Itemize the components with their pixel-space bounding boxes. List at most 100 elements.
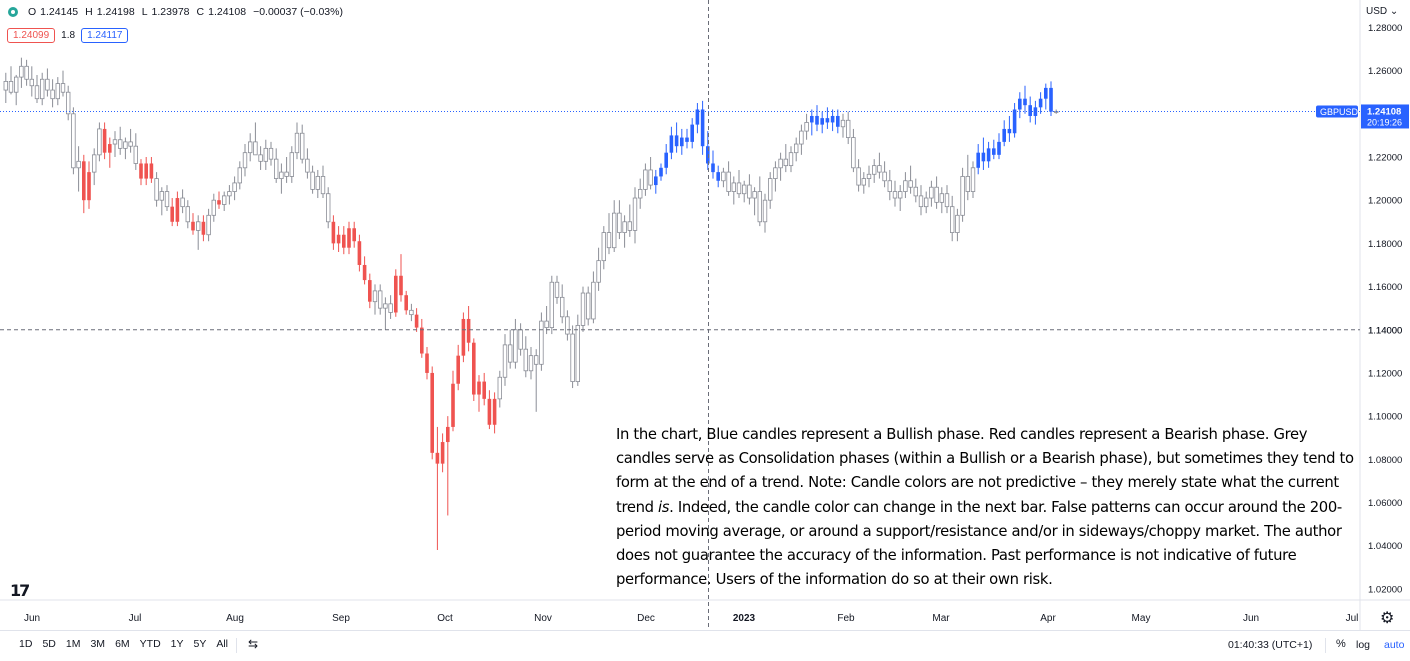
candle-body [830, 115, 835, 123]
candle-body [273, 158, 279, 179]
candle-body [108, 144, 112, 153]
candle-body [8, 81, 14, 93]
note-part1: In the chart, Blue candles represent a B… [616, 426, 1354, 516]
candle-body [851, 137, 856, 169]
gear-icon[interactable]: ⚙ [1380, 610, 1395, 627]
price-chart[interactable]: 1.280001.260001.240001.220001.200001.180… [0, 0, 1410, 630]
x-tick-label: Nov [534, 613, 552, 624]
candle-body [102, 128, 107, 153]
candle-body [430, 372, 434, 453]
currency-selector[interactable]: USD ⌄ [1366, 6, 1398, 17]
range-3m[interactable]: 3M [90, 638, 106, 650]
candle-body [414, 314, 419, 328]
candle-body [1012, 109, 1017, 134]
quote-panel: 1.24099 1.8 1.24117 [7, 28, 129, 43]
range-1d[interactable]: 1D [19, 638, 33, 650]
candle-body [528, 355, 534, 372]
x-tick-label: Feb [837, 613, 855, 624]
candle-body [788, 152, 794, 167]
candle-body [3, 81, 8, 91]
candle-body [711, 163, 715, 173]
y-tick-label: 1.08000 [1368, 455, 1402, 466]
candle-body [139, 163, 143, 179]
candle-body [320, 176, 326, 195]
candle-body [565, 316, 570, 335]
auto-scale-toggle[interactable]: auto [1384, 639, 1405, 651]
y-tick-label: 1.16000 [1368, 282, 1402, 293]
range-1m[interactable]: 1M [65, 638, 81, 650]
candle-body [1023, 98, 1027, 106]
buy-button[interactable]: 1.24117 [81, 28, 129, 43]
range-all[interactable]: All [216, 638, 229, 650]
candle-body [217, 200, 221, 205]
candle-body [377, 290, 383, 309]
range-1y[interactable]: 1Y [170, 638, 184, 650]
candle-body [664, 152, 668, 168]
y-tick-label: 1.28000 [1368, 23, 1402, 34]
candle-body [19, 65, 24, 78]
candle-body [446, 426, 450, 443]
candle-body [461, 318, 466, 356]
clock-readout[interactable]: 01:40:33 (UTC+1) [1228, 639, 1313, 651]
candle-body [518, 329, 523, 350]
candle-body [357, 241, 362, 265]
sell-button[interactable]: 1.24099 [7, 28, 56, 43]
candle-body [648, 169, 653, 186]
candle-body [622, 221, 627, 233]
range-5d[interactable]: 5D [42, 638, 56, 650]
candle-body [40, 78, 45, 100]
candle-body [892, 191, 898, 199]
candle-body [747, 184, 752, 199]
range-ytd[interactable]: YTD [139, 638, 161, 650]
candle-body [596, 260, 601, 283]
candle-body [721, 171, 726, 182]
candle-body [263, 147, 268, 162]
candle-body [191, 221, 195, 231]
candle-body [669, 135, 674, 153]
candle-body [1028, 105, 1032, 116]
range-5y[interactable]: 5Y [193, 638, 207, 650]
candle-body [882, 171, 887, 182]
candle-body [1007, 128, 1012, 134]
candle-body [477, 381, 481, 395]
note-part2: . Indeed, the candle color can change in… [616, 498, 1342, 589]
candle-body [612, 212, 617, 249]
y-tick-label: 1.12000 [1368, 368, 1402, 379]
percent-toggle[interactable]: % [1336, 638, 1346, 650]
candle-body [175, 198, 180, 222]
range-6m[interactable]: 6M [115, 638, 130, 650]
bottom-toolbar: 1D 5D 1M 3M 6M YTD 1Y 5Y All ⇆ 01:40:33 … [0, 630, 1410, 661]
price-tag-value: 1.24108 [1367, 106, 1401, 117]
candle-body [383, 303, 388, 309]
candle-body [362, 264, 367, 281]
candle-body [918, 195, 924, 208]
candle-body [986, 148, 991, 162]
candle-body [742, 184, 747, 195]
candle-body [164, 191, 170, 208]
candle-body [638, 188, 643, 199]
y-tick-label: 1.18000 [1368, 239, 1402, 250]
x-tick-label: Apr [1040, 613, 1056, 624]
ohlc-legend: O 1.24145 H 1.24198 L 1.23978 C 1.24108 −0.0… [8, 6, 346, 18]
candle-body [279, 171, 284, 179]
candle-body [82, 161, 86, 201]
candle-body [112, 139, 118, 145]
tradingview-logo[interactable]: 17 [10, 581, 30, 600]
candle-body [482, 381, 486, 399]
y-tick-label: 1.14000 [1368, 325, 1402, 336]
candle-body [201, 221, 206, 235]
low-value: 1.23978 [151, 6, 190, 18]
logo-text: 17 [10, 581, 30, 600]
candle-body [872, 165, 877, 175]
candle-body [294, 132, 300, 154]
candle-body [810, 115, 814, 123]
candle-body [955, 214, 960, 233]
x-tick-label: Jul [129, 613, 142, 624]
candle-body [185, 206, 190, 223]
candle-body [866, 173, 872, 179]
candle-body [268, 147, 274, 160]
candle-body [13, 76, 19, 93]
log-toggle[interactable]: log [1356, 639, 1371, 651]
calendar-range-icon[interactable]: ⇆ [248, 637, 259, 651]
x-tick-label: Jun [1243, 613, 1259, 624]
